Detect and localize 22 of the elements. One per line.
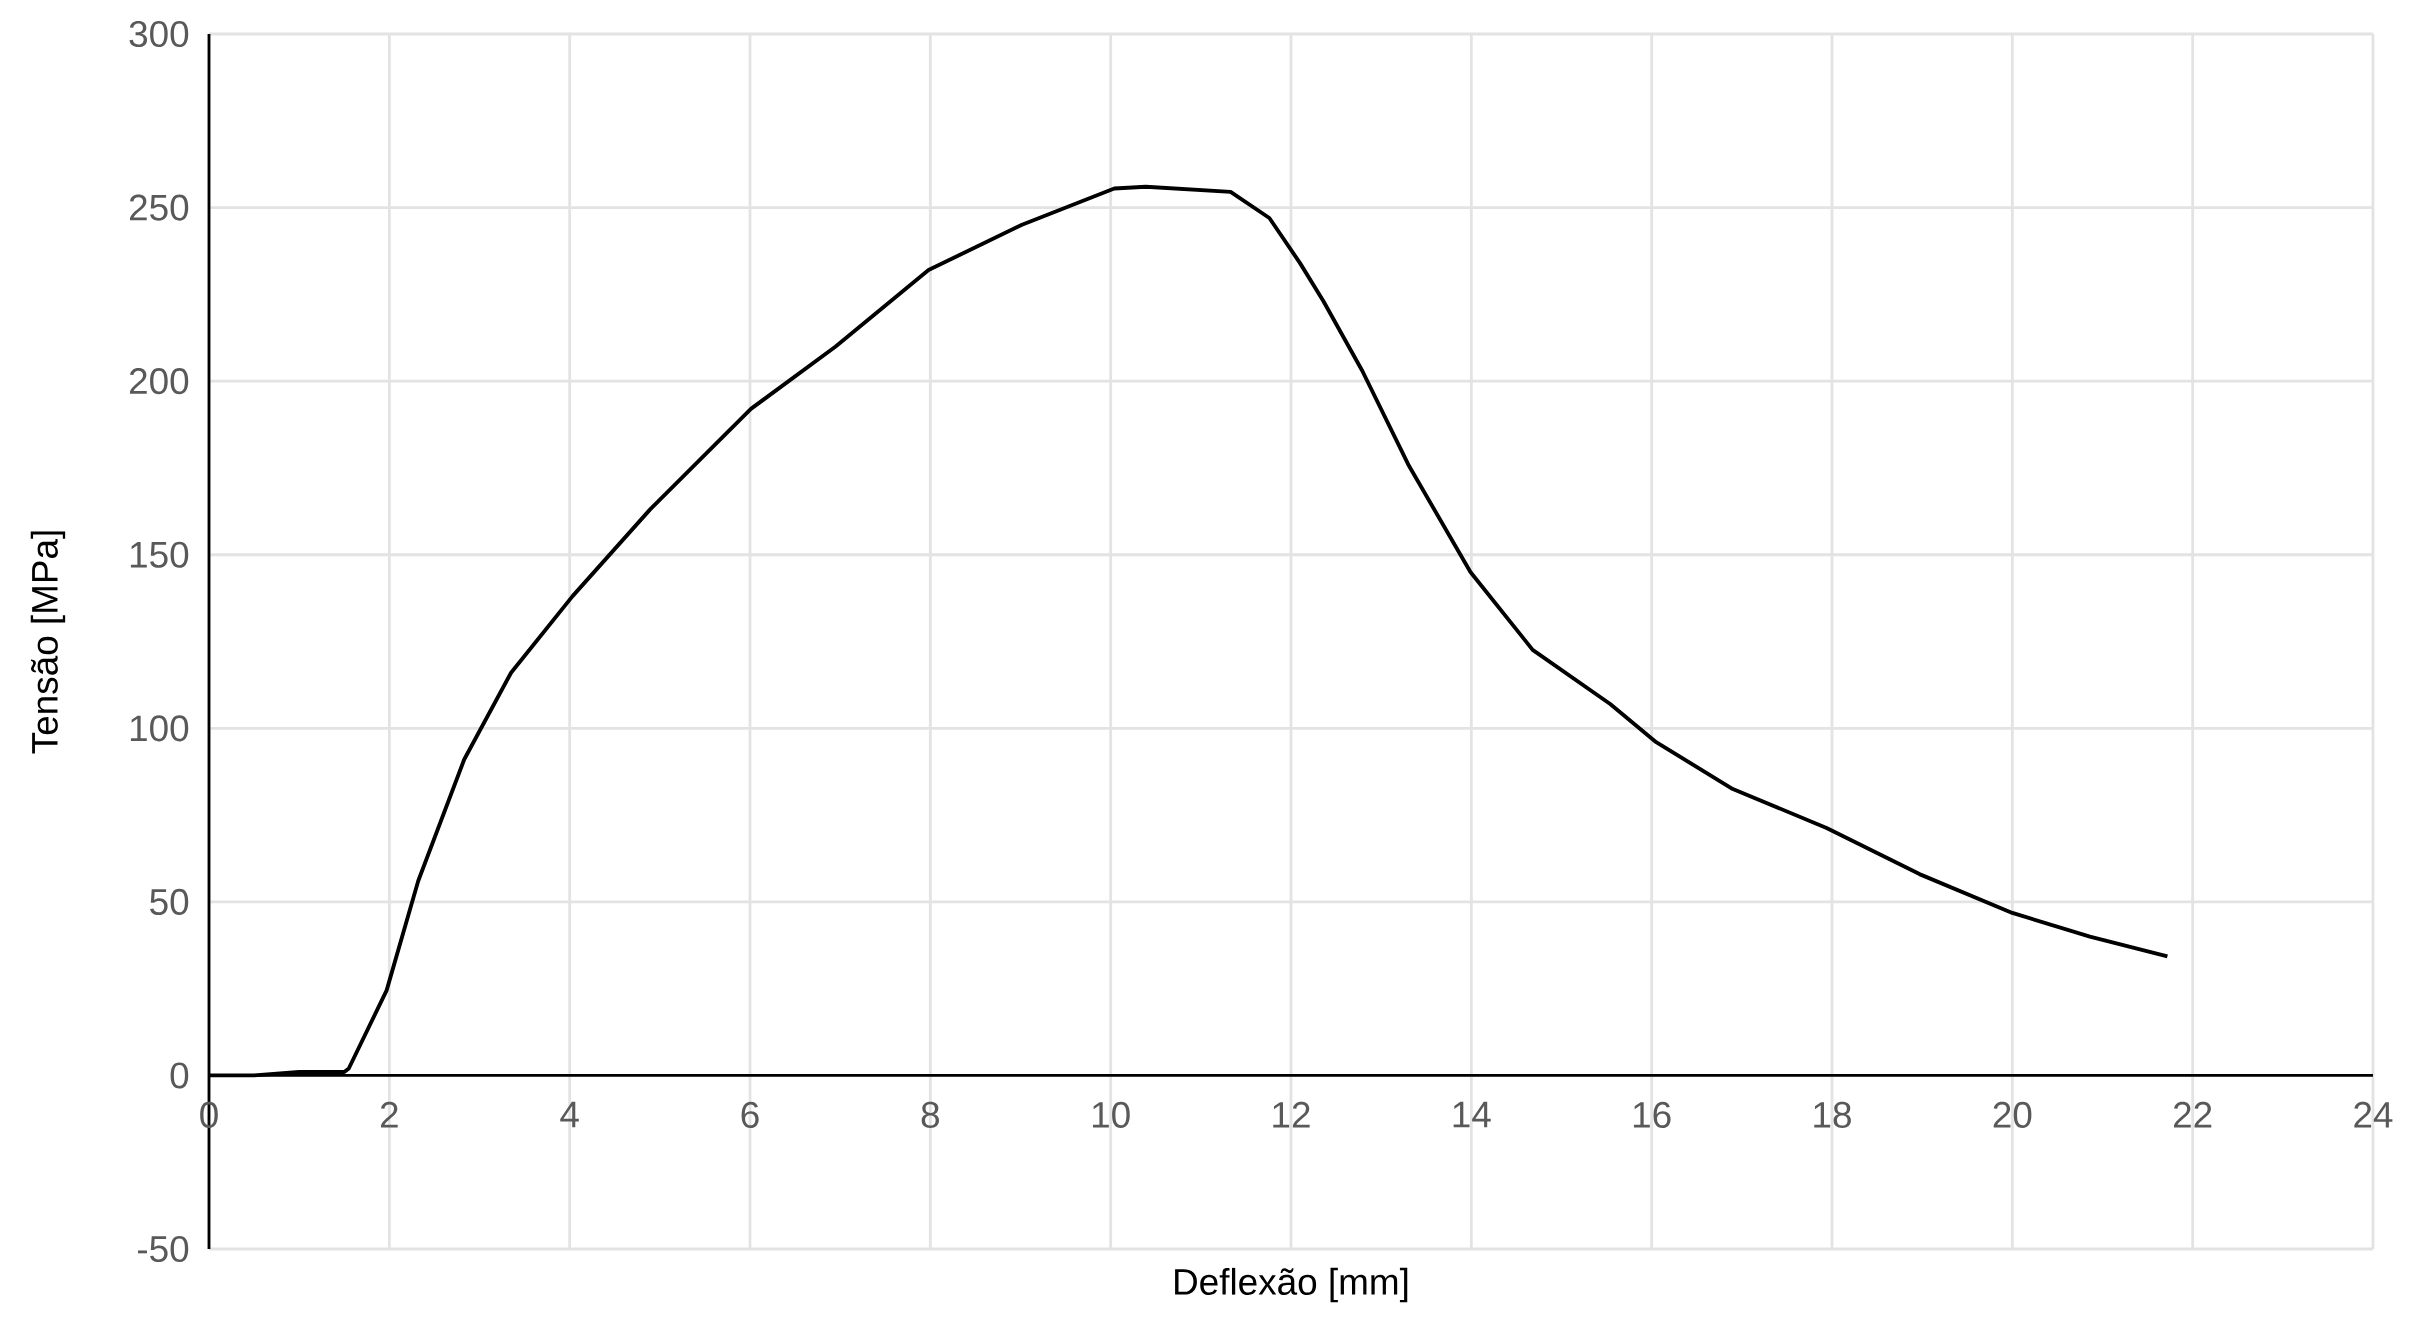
x-tick-label: 14	[1453, 1101, 1491, 1128]
x-tick-label: 18	[1814, 1101, 1851, 1128]
x-tick-label: 8	[921, 1101, 939, 1128]
x-tick-label: 6	[741, 1101, 759, 1128]
x-tick-label: 16	[1633, 1101, 1671, 1128]
y-tick-label: 150	[130, 541, 189, 568]
x-tick-label: 12	[1273, 1101, 1310, 1128]
x-tick-label: 24	[2354, 1101, 2393, 1128]
y-tick-label: 200	[129, 368, 189, 395]
y-tick-label: 250	[129, 194, 189, 221]
x-tick-label: 22	[2174, 1101, 2212, 1128]
y-axis-title: Tensão [MPa]	[30, 531, 66, 754]
y-tick-label: 100	[130, 715, 189, 742]
y-tick-label: 0	[170, 1062, 189, 1089]
x-axis-title: Deflexão [mm]	[1175, 1267, 1408, 1303]
x-tick-label: 10	[1092, 1101, 1130, 1128]
y-tick-label: 300	[129, 20, 189, 48]
x-tick-label: 2	[380, 1101, 398, 1128]
y-tick-label: -50	[138, 1235, 189, 1263]
x-tick-label: 4	[560, 1101, 579, 1128]
x-tick-label: 20	[1993, 1101, 2032, 1128]
y-tick-label: 50	[150, 888, 189, 915]
